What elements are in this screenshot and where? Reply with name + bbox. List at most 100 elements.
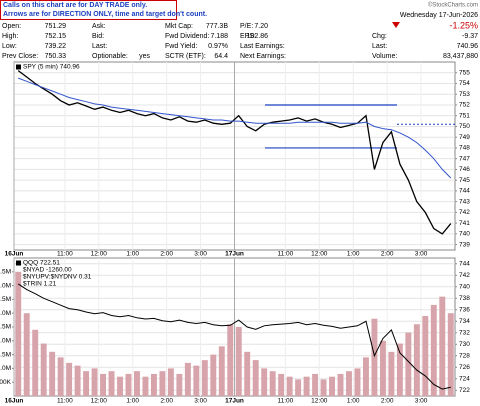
volume-bar bbox=[125, 373, 132, 396]
volume-bar bbox=[91, 368, 98, 396]
field-label: Next Earnings: bbox=[240, 53, 286, 60]
legend-label: $NYAD -1260.00 bbox=[23, 267, 72, 274]
volume-bar bbox=[413, 324, 420, 396]
legend-label: QQQ 722.51 bbox=[23, 260, 60, 267]
y-tick-label: 747 bbox=[459, 155, 470, 162]
field-label: High: bbox=[2, 33, 18, 40]
x-tick-label: 3:00 bbox=[415, 398, 428, 405]
volume-bar bbox=[405, 332, 412, 396]
field-value: yes bbox=[139, 53, 150, 60]
y-tick-label: 743 bbox=[459, 198, 470, 205]
field-value: 7.188 bbox=[210, 33, 228, 40]
volume-bar bbox=[278, 373, 285, 396]
y-tick-label: 732 bbox=[459, 329, 470, 336]
volume-bar bbox=[439, 296, 446, 396]
x-tick-label: 2:00 bbox=[160, 398, 173, 405]
date: Wednesday 17-Jun-2026 bbox=[400, 12, 478, 19]
volume-bar bbox=[23, 313, 30, 396]
field-label: Last: bbox=[92, 43, 107, 50]
y-tick-label: 754 bbox=[459, 80, 470, 87]
quote-label: Chg: bbox=[372, 33, 387, 40]
series-line bbox=[17, 283, 451, 390]
y-tick-label: 3.0M bbox=[0, 310, 11, 317]
volume-bar bbox=[117, 376, 123, 396]
y-tick-label: 724 bbox=[459, 375, 470, 382]
volume-bar bbox=[184, 362, 191, 396]
field-label: Prev Close: bbox=[2, 53, 38, 60]
legend-label: $NYUPV:$NYDNV 0.31 bbox=[23, 274, 92, 281]
field-label: EPS: bbox=[240, 33, 256, 40]
volume-bar bbox=[176, 373, 183, 396]
quote-label: Volume: bbox=[372, 53, 397, 60]
volume-bar bbox=[210, 354, 217, 396]
x-tick-label: 12:00 bbox=[91, 251, 108, 258]
x-tick-label: 2:00 bbox=[160, 251, 173, 258]
volume-bar bbox=[388, 351, 395, 396]
field-value: 7.20 bbox=[254, 23, 268, 30]
x-tick-label: 12:00 bbox=[311, 398, 328, 405]
volume-bar bbox=[312, 373, 319, 396]
y-tick-label: 744 bbox=[459, 188, 470, 195]
x-tick-label: 17Jun bbox=[225, 251, 244, 258]
volume-bar bbox=[108, 371, 115, 396]
field-label: Last Earnings: bbox=[240, 43, 285, 50]
down-arrow bbox=[392, 22, 400, 28]
notice: Calls on this chart are for DAY TRADE on… bbox=[3, 2, 147, 9]
x-tick-label: 11:00 bbox=[277, 398, 293, 405]
volume-bar bbox=[15, 271, 22, 396]
volume-bar bbox=[303, 376, 310, 396]
volume-bar bbox=[447, 313, 454, 396]
quote-value: 740.96 bbox=[457, 43, 479, 50]
volume-bar bbox=[379, 340, 386, 396]
volume-bar bbox=[57, 357, 64, 396]
y-tick-label: 1.0M bbox=[0, 365, 11, 372]
y-tick-label: 751 bbox=[459, 112, 470, 119]
volume-bar bbox=[66, 362, 73, 396]
x-tick-label: 1:00 bbox=[126, 251, 139, 258]
y-tick-label: 755 bbox=[459, 69, 470, 76]
volume-bar bbox=[201, 360, 208, 396]
field-label: Open: bbox=[2, 23, 21, 30]
y-tick-label: 752 bbox=[459, 102, 470, 109]
y-tick-label: 740 bbox=[459, 283, 470, 290]
volume-bar bbox=[337, 373, 344, 396]
field-label: Optionable: bbox=[92, 53, 128, 60]
field-label: Mkt Cap: bbox=[165, 23, 193, 30]
y-tick-label: 2.5M bbox=[0, 324, 11, 331]
volume-bar bbox=[346, 371, 352, 396]
y-tick-label: 753 bbox=[459, 91, 470, 98]
y-tick-label: 2.0M bbox=[0, 338, 11, 345]
y-tick-label: 746 bbox=[459, 166, 470, 173]
volume-bar bbox=[329, 376, 335, 396]
y-tick-label: 740 bbox=[459, 231, 470, 238]
volume-bar bbox=[396, 343, 403, 396]
field-value: 0.97% bbox=[208, 43, 228, 50]
x-tick-label: 12:00 bbox=[311, 251, 328, 258]
y-tick-label: 748 bbox=[459, 145, 470, 152]
field-label: Low: bbox=[2, 43, 17, 50]
volume-bar bbox=[235, 327, 242, 396]
y-tick-label: 744 bbox=[459, 260, 470, 267]
field-label: SCTR (ETF): bbox=[165, 53, 206, 60]
volume-bar bbox=[227, 324, 234, 396]
volume-bar bbox=[100, 373, 107, 396]
x-tick-label: 1:00 bbox=[126, 398, 139, 405]
y-tick-label: 739 bbox=[459, 241, 470, 248]
legend-swatch bbox=[16, 64, 21, 70]
quote-value: -9.37 bbox=[462, 33, 478, 40]
series-line bbox=[18, 77, 452, 179]
y-tick-label: 1.5M bbox=[0, 351, 11, 358]
field-value: 102.86 bbox=[247, 33, 269, 40]
y-tick-label: 749 bbox=[459, 134, 470, 141]
x-tick-label: 3:00 bbox=[415, 251, 428, 258]
volume-bar bbox=[40, 343, 47, 396]
volume-bar bbox=[150, 373, 157, 396]
y-tick-label: 745 bbox=[459, 177, 470, 184]
y-tick-label: 742 bbox=[459, 209, 470, 216]
x-tick-label: 11:00 bbox=[57, 398, 73, 405]
notice: Arrows are for DIRECTION ONLY, time and … bbox=[3, 11, 207, 18]
volume-bar bbox=[167, 368, 174, 396]
y-tick-label: 4.0M bbox=[0, 282, 11, 289]
x-tick-label: 3:00 bbox=[194, 398, 207, 405]
